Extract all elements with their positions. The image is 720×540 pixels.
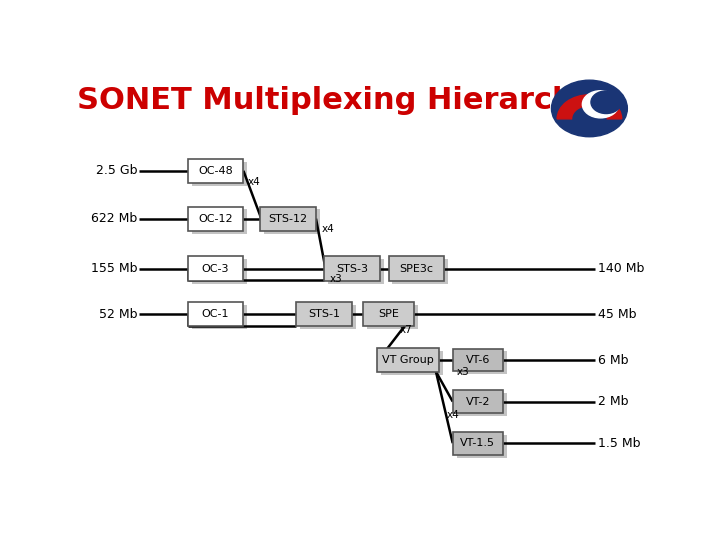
Text: OC-48: OC-48 (198, 166, 233, 176)
Text: x3: x3 (457, 367, 470, 377)
FancyBboxPatch shape (188, 159, 243, 183)
Text: x7: x7 (400, 325, 413, 335)
FancyBboxPatch shape (456, 435, 507, 457)
Text: x4: x4 (248, 177, 260, 187)
FancyBboxPatch shape (453, 432, 503, 455)
FancyBboxPatch shape (300, 305, 356, 329)
Text: x3: x3 (330, 274, 343, 284)
FancyBboxPatch shape (456, 393, 507, 416)
FancyBboxPatch shape (192, 259, 248, 284)
FancyBboxPatch shape (364, 302, 414, 326)
FancyBboxPatch shape (392, 259, 449, 284)
Wedge shape (557, 95, 621, 119)
Circle shape (582, 91, 618, 118)
Text: x4: x4 (447, 410, 460, 420)
FancyBboxPatch shape (453, 390, 503, 413)
Text: 45 Mb: 45 Mb (598, 308, 636, 321)
FancyBboxPatch shape (377, 348, 438, 372)
Text: 2 Mb: 2 Mb (598, 395, 629, 408)
FancyBboxPatch shape (192, 161, 248, 186)
FancyBboxPatch shape (324, 256, 380, 281)
Text: 52 Mb: 52 Mb (99, 308, 138, 321)
Text: 155 Mb: 155 Mb (91, 262, 138, 275)
Text: OC-1: OC-1 (202, 309, 229, 319)
Text: SONET Multiplexing Hierarchy: SONET Multiplexing Hierarchy (77, 86, 594, 114)
FancyBboxPatch shape (367, 305, 418, 329)
Text: VT-6: VT-6 (466, 355, 490, 365)
Text: 1.5 Mb: 1.5 Mb (598, 437, 640, 450)
Text: x4: x4 (322, 224, 334, 234)
Text: 140 Mb: 140 Mb (598, 262, 644, 275)
Text: VT Group: VT Group (382, 355, 434, 365)
Text: OC-12: OC-12 (198, 214, 233, 224)
Text: STS-3: STS-3 (336, 264, 368, 274)
Text: 622 Mb: 622 Mb (91, 212, 138, 225)
FancyBboxPatch shape (260, 207, 316, 231)
FancyBboxPatch shape (389, 256, 444, 281)
Text: STS-1: STS-1 (308, 309, 341, 319)
Circle shape (552, 80, 627, 137)
FancyBboxPatch shape (456, 352, 507, 374)
Text: STS-12: STS-12 (269, 214, 307, 224)
FancyBboxPatch shape (188, 256, 243, 281)
FancyBboxPatch shape (453, 349, 503, 372)
Text: OC-3: OC-3 (202, 264, 229, 274)
Text: VT-2: VT-2 (466, 396, 490, 407)
Circle shape (591, 91, 621, 113)
FancyBboxPatch shape (192, 210, 248, 234)
Text: SPE3c: SPE3c (400, 264, 433, 274)
FancyBboxPatch shape (297, 302, 352, 326)
FancyBboxPatch shape (264, 210, 320, 234)
FancyBboxPatch shape (192, 305, 248, 329)
Text: 2.5 Gb: 2.5 Gb (96, 164, 138, 177)
FancyBboxPatch shape (382, 351, 443, 375)
FancyBboxPatch shape (328, 259, 384, 284)
Text: SPE: SPE (378, 309, 399, 319)
Text: VT-1.5: VT-1.5 (460, 438, 495, 448)
FancyBboxPatch shape (188, 207, 243, 231)
Text: 6 Mb: 6 Mb (598, 354, 629, 367)
FancyBboxPatch shape (188, 302, 243, 326)
